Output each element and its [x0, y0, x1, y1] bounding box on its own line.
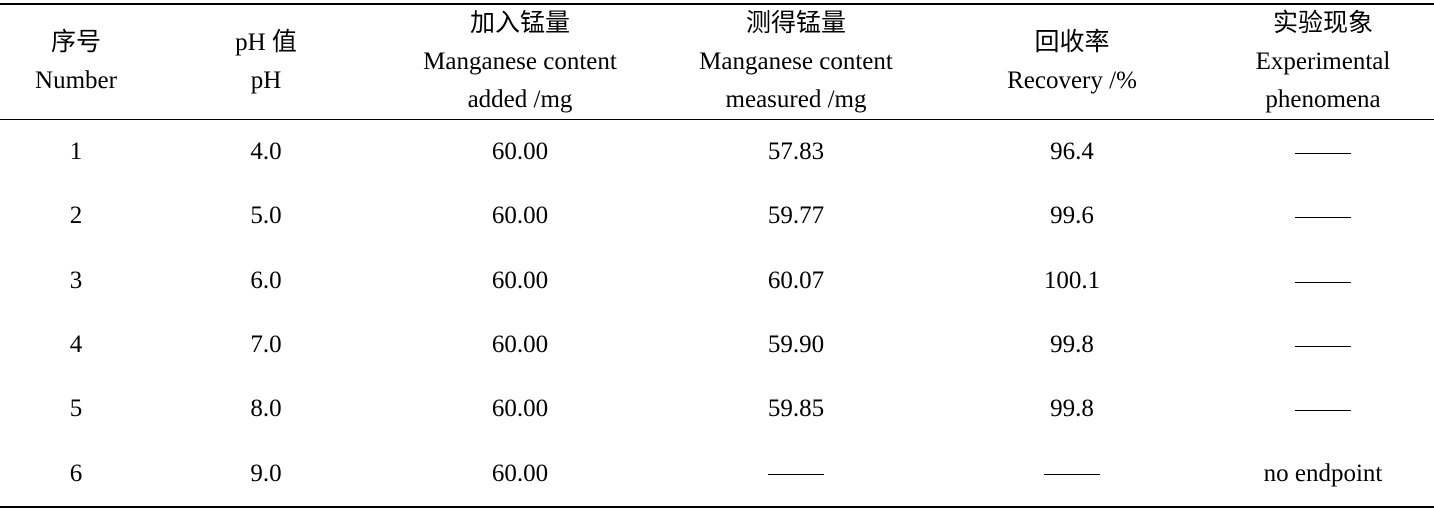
- header-measured-zh: 测得锰量: [745, 10, 846, 37]
- header-recovery: 回收率 Recovery /%: [932, 4, 1212, 120]
- header-measured: 测得锰量 Manganese content measured /mg: [660, 4, 932, 120]
- dash-placeholder: [1295, 152, 1351, 154]
- cell-recovery: 99.8: [1050, 395, 1094, 423]
- cell-number: 1: [69, 138, 83, 166]
- dash-placeholder: [768, 474, 824, 476]
- header-number: 序号 Number: [0, 4, 152, 120]
- dash-placeholder: [1044, 474, 1100, 476]
- header-recovery-en: Recovery /%: [1007, 67, 1137, 94]
- cell-phenomena: no endpoint: [1263, 459, 1383, 487]
- table-body: 1 4.0 60.00 57.83 96.4 2 5.0 60.00 59.77 99.6 3 6.0…: [0, 120, 1434, 507]
- cell-phenomena: [1212, 377, 1434, 441]
- cell-number: 3: [69, 266, 83, 294]
- header-ph: pH 值 pH: [152, 4, 380, 120]
- cell-ph: 8.0: [250, 395, 282, 423]
- cell-measured: 59.90: [767, 331, 825, 359]
- header-number-en: Number: [35, 67, 117, 94]
- header-ph-en: pH: [250, 67, 282, 94]
- header-ph-zh: pH 值: [235, 29, 297, 56]
- cell-recovery: 96.4: [1050, 138, 1094, 166]
- dash-placeholder: [1295, 281, 1351, 283]
- cell-added: 60.00: [491, 202, 549, 230]
- table-header: 序号 Number pH 值 pH 加入锰量 Manganese content…: [0, 4, 1434, 120]
- cell-added: 60.00: [491, 395, 549, 423]
- cell-added: 60.00: [491, 138, 549, 166]
- dash-placeholder: [1295, 345, 1351, 347]
- header-added: 加入锰量 Manganese content added /mg: [380, 4, 660, 120]
- header-phenomena-zh: 实验现象: [1272, 10, 1373, 37]
- header-phenomena-en-2: phenomena: [1265, 86, 1381, 113]
- cell-recovery: 100.1: [1043, 266, 1101, 294]
- dash-placeholder: [1295, 410, 1351, 412]
- cell-ph: 4.0: [250, 138, 282, 166]
- table-row: 1 4.0 60.00 57.83 96.4: [0, 120, 1434, 185]
- cell-phenomena: [1212, 120, 1434, 185]
- cell-recovery: 99.6: [1050, 202, 1094, 230]
- cell-number: 2: [69, 202, 83, 230]
- header-phenomena: 实验现象 Experimental phenomena: [1212, 4, 1434, 120]
- cell-ph: 6.0: [250, 266, 282, 294]
- header-number-zh: 序号: [50, 29, 101, 56]
- cell-recovery: 99.8: [1050, 331, 1094, 359]
- cell-added: 60.00: [491, 331, 549, 359]
- data-table: 序号 Number pH 值 pH 加入锰量 Manganese content…: [0, 3, 1434, 508]
- header-recovery-zh: 回收率: [1034, 29, 1110, 56]
- cell-measured: 60.07: [767, 266, 825, 294]
- cell-measured: 57.83: [767, 138, 825, 166]
- cell-ph: 7.0: [250, 331, 282, 359]
- header-row: 序号 Number pH 值 pH 加入锰量 Manganese content…: [0, 4, 1434, 120]
- dash-placeholder: [1295, 217, 1351, 219]
- header-added-zh: 加入锰量: [469, 10, 570, 37]
- table-row: 2 5.0 60.00 59.77 99.6: [0, 184, 1434, 248]
- cell-number: 5: [69, 395, 83, 423]
- cell-phenomena: [1212, 313, 1434, 377]
- table-row: 3 6.0 60.00 60.07 100.1: [0, 249, 1434, 313]
- cell-ph: 5.0: [250, 202, 282, 230]
- header-added-en-2: added /mg: [467, 86, 573, 113]
- cell-added: 60.00: [491, 459, 549, 487]
- cell-recovery: [932, 441, 1212, 506]
- table-row: 6 9.0 60.00 no endpoint: [0, 441, 1434, 507]
- header-added-en-1: Manganese content: [423, 48, 617, 75]
- table-row: 4 7.0 60.00 59.90 99.8: [0, 313, 1434, 377]
- cell-phenomena: [1212, 184, 1434, 248]
- cell-number: 4: [69, 331, 83, 359]
- header-measured-en-2: measured /mg: [725, 86, 867, 113]
- header-phenomena-en-1: Experimental: [1255, 48, 1391, 75]
- cell-measured: 59.85: [767, 395, 825, 423]
- table-row: 5 8.0 60.00 59.85 99.8: [0, 377, 1434, 441]
- cell-ph: 9.0: [250, 459, 282, 487]
- cell-number: 6: [69, 459, 83, 487]
- cell-measured: 59.77: [767, 202, 825, 230]
- cell-added: 60.00: [491, 266, 549, 294]
- cell-phenomena: [1212, 249, 1434, 313]
- cell-measured: [660, 441, 932, 506]
- header-measured-en-1: Manganese content: [699, 48, 893, 75]
